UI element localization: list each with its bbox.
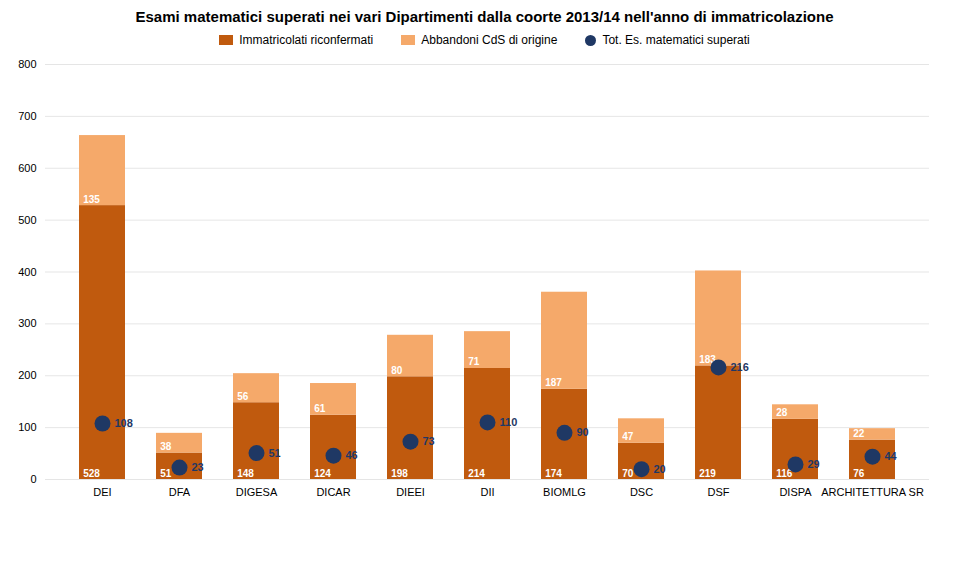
svg-text:148: 148: [237, 468, 254, 479]
svg-text:100: 100: [18, 421, 36, 433]
svg-text:216: 216: [731, 361, 749, 373]
svg-text:600: 600: [18, 162, 36, 174]
svg-text:183: 183: [699, 353, 716, 365]
svg-text:71: 71: [468, 356, 480, 367]
svg-text:76: 76: [853, 468, 865, 479]
svg-text:28: 28: [776, 407, 788, 418]
svg-text:DSC: DSC: [630, 486, 653, 498]
svg-text:DEI: DEI: [93, 486, 111, 498]
svg-text:528: 528: [83, 468, 100, 479]
svg-text:51: 51: [160, 468, 172, 479]
html-text:Esami matematici superati nei: Esami matematici superati nei vari Dipar…: [135, 8, 834, 25]
svg-text:44: 44: [885, 450, 898, 462]
svg-text:38: 38: [160, 441, 172, 452]
svg-text:300: 300: [18, 317, 36, 329]
svg-text:198: 198: [391, 468, 408, 479]
svg-text:DFA: DFA: [169, 486, 191, 498]
html-text:Immatricolati riconfermati: Immatricolati riconfermati: [239, 33, 374, 47]
svg-text:174: 174: [545, 468, 562, 479]
svg-text:23: 23: [192, 461, 204, 473]
svg-text:DSF: DSF: [708, 486, 730, 498]
svg-text:219: 219: [699, 468, 716, 479]
svg-text:0: 0: [30, 473, 36, 485]
svg-text:214: 214: [468, 468, 485, 479]
svg-text:135: 135: [83, 194, 100, 205]
svg-text:47: 47: [622, 431, 634, 442]
svg-text:20: 20: [654, 463, 666, 475]
svg-text:116: 116: [776, 467, 793, 479]
svg-text:90: 90: [577, 426, 589, 438]
svg-text:46: 46: [346, 449, 358, 461]
html-text:Tot. Es. matematici superati: Tot. Es. matematici superati: [602, 33, 750, 47]
svg-text:800: 800: [18, 58, 36, 70]
svg-text:500: 500: [18, 214, 36, 226]
svg-text:61: 61: [314, 403, 326, 414]
svg-text:700: 700: [18, 110, 36, 122]
svg-text:51: 51: [269, 447, 281, 459]
svg-text:108: 108: [115, 417, 133, 429]
svg-text:DIGESA: DIGESA: [236, 486, 278, 498]
html-text:Abbandoni CdS di origine: Abbandoni CdS di origine: [421, 33, 558, 47]
svg-text:BIOMLG: BIOMLG: [543, 486, 586, 498]
svg-text:73: 73: [423, 435, 435, 447]
svg-text:29: 29: [808, 458, 820, 470]
svg-text:200: 200: [18, 369, 36, 381]
svg-text:DIEEI: DIEEI: [396, 486, 425, 498]
svg-text:187: 187: [545, 377, 562, 388]
svg-text:400: 400: [18, 266, 36, 278]
svg-text:70: 70: [622, 468, 634, 479]
svg-text:110: 110: [500, 416, 518, 428]
svg-text:80: 80: [391, 365, 403, 376]
svg-text:124: 124: [314, 468, 331, 479]
svg-text:DISPA: DISPA: [779, 486, 812, 498]
svg-text:DII: DII: [480, 486, 494, 498]
svg-text:ARCHITETTURA SR: ARCHITETTURA SR: [821, 486, 924, 498]
svg-text:DICAR: DICAR: [316, 486, 350, 498]
svg-text:56: 56: [237, 391, 249, 402]
svg-text:22: 22: [853, 428, 865, 439]
